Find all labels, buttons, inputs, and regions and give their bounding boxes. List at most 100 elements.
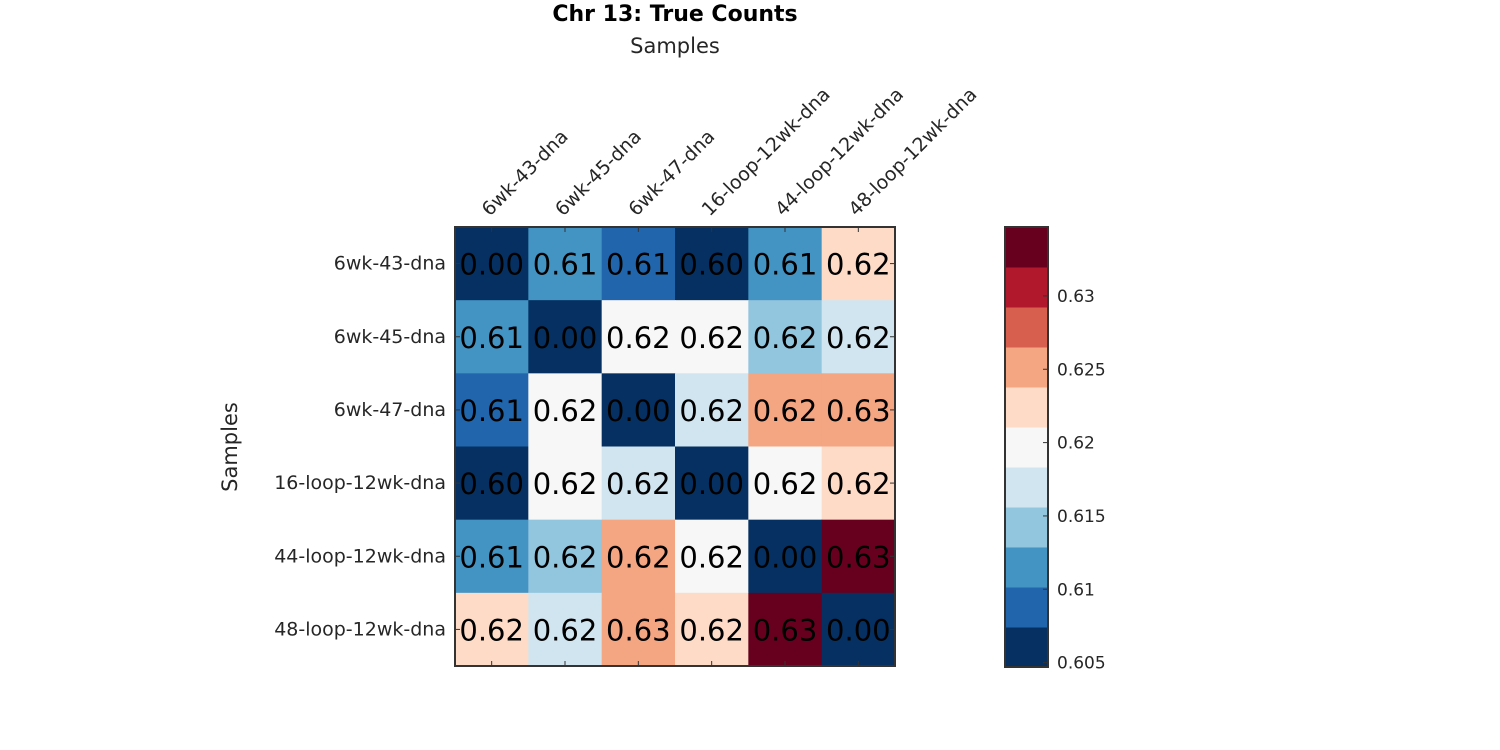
cell-value-label: 0.61 (606, 248, 671, 282)
heatmap-cell (455, 373, 529, 447)
y-tick-label: 6wk-43-dna (334, 253, 446, 275)
heatmap-cell (455, 227, 529, 301)
heatmap-cell (528, 519, 603, 594)
heatmap-cell (821, 592, 896, 667)
cell-value-label: 0.60 (459, 467, 524, 501)
heatmap-cell (455, 519, 529, 594)
cell-value-label: 0.62 (606, 540, 671, 574)
heatmap-cell (601, 373, 676, 447)
cell-value-label: 0.62 (826, 321, 891, 355)
cell-value-label: 0.61 (459, 394, 524, 428)
cell-value-label: 0.62 (753, 321, 818, 355)
y-ticks: 6wk-43-dna 6wk-45-dna 6wk-47-dna 16-loop-12… (274, 253, 895, 640)
cell-value-label: 0.63 (826, 540, 891, 574)
heatmap-cell (748, 592, 823, 667)
colorbar-bin (1005, 267, 1048, 308)
cell-value-label: 0.62 (679, 321, 744, 355)
colorbar-bin (1005, 387, 1048, 428)
heatmap-cell (748, 446, 823, 521)
heatmap-cell (675, 592, 749, 667)
y-tick-label: 6wk-47-dna (334, 399, 446, 421)
x-tick-label: 16-loop-12wk-dna (698, 83, 835, 220)
cell-value-label: 0.00 (459, 248, 524, 282)
cell-value-label: 0.00 (533, 321, 598, 355)
heatmap-cell (675, 519, 749, 594)
heatmap-cell (748, 227, 823, 301)
cell-value-label: 0.62 (753, 394, 818, 428)
heatmap-cell (675, 446, 749, 521)
cell-value-label: 0.62 (606, 321, 671, 355)
colorbar-bin (1005, 587, 1048, 628)
chart-title: Chr 13: True Counts (552, 2, 797, 27)
y-tick-label: 6wk-45-dna (334, 326, 446, 348)
heatmap-cell (675, 373, 749, 447)
cell-value-label: 0.61 (459, 540, 524, 574)
heatmap-cell (821, 227, 896, 301)
heatmap-cell (675, 300, 749, 374)
cell-value-label: 0.62 (533, 540, 598, 574)
colorbar-tick-label: 0.63 (1057, 287, 1095, 307)
heatmap-cell (528, 300, 603, 374)
colorbar-bin (1005, 547, 1048, 588)
cell-value-label: 0.62 (753, 467, 818, 501)
colorbar-bin (1005, 347, 1048, 388)
colorbar-bin (1005, 427, 1048, 468)
cell-value-label: 0.62 (533, 613, 598, 647)
heatmap-cell (601, 300, 676, 374)
heatmap-cell (528, 592, 603, 667)
y-tick-label: 48-loop-12wk-dna (274, 618, 446, 640)
colorbar-bin (1005, 227, 1048, 268)
colorbar-tick-label: 0.62 (1057, 434, 1095, 454)
cell-value-label: 0.62 (606, 467, 671, 501)
heatmap-cell (748, 519, 823, 594)
x-axis-label: Samples (630, 34, 720, 58)
cell-value-label: 0.62 (533, 467, 598, 501)
x-tick-label: 44-loop-12wk-dna (771, 83, 908, 220)
cell-value-label: 0.61 (459, 321, 524, 355)
heatmap-cell (675, 227, 749, 301)
cell-value-label: 0.00 (679, 467, 744, 501)
cell-value-label: 0.62 (459, 613, 524, 647)
colorbar-tick-label: 0.605 (1057, 654, 1106, 674)
cell-value-label: 0.00 (753, 540, 818, 574)
heatmap-frame (454, 226, 896, 667)
x-tick-label: 48-loop-12wk-dna (844, 83, 981, 220)
cell-value-label: 0.61 (533, 248, 598, 282)
colorbar-tick-label: 0.625 (1057, 360, 1106, 380)
colorbar-frame (1004, 226, 1049, 668)
heatmap-cell (821, 373, 896, 447)
heatmap-cell (601, 227, 676, 301)
y-tick-label: 44-loop-12wk-dna (274, 545, 446, 567)
heatmap-cell (748, 373, 823, 447)
cell-value-label: 0.63 (753, 613, 818, 647)
cell-value-label: 0.00 (606, 394, 671, 428)
heatmap-cell (601, 519, 676, 594)
colorbar-tick-label: 0.61 (1057, 580, 1095, 600)
colorbar-bin (1005, 627, 1048, 668)
heatmap-cell (528, 373, 603, 447)
heatmap-cell (821, 446, 896, 521)
heatmap-cell (455, 592, 529, 667)
heatmap-cell (748, 300, 823, 374)
heatmap-cell (528, 446, 603, 521)
heatmap-cell (821, 300, 896, 374)
cell-value-label: 0.60 (679, 248, 744, 282)
cell-value-label: 0.61 (753, 248, 818, 282)
y-tick-label: 16-loop-12wk-dna (274, 472, 446, 494)
colorbar: 0.605 0.61 0.615 0.62 0.625 0.63 (1004, 226, 1106, 674)
cell-value-label: 0.62 (826, 467, 891, 501)
heatmap-cell (821, 519, 896, 594)
cell-value-label: 0.63 (826, 394, 891, 428)
cell-value-label: 0.63 (606, 613, 671, 647)
colorbar-bin (1005, 467, 1048, 508)
heatmap-cell (455, 446, 529, 521)
colorbar-tick-label: 0.615 (1057, 507, 1106, 527)
y-axis-label: Samples (218, 402, 242, 492)
cell-value-label: 0.62 (679, 613, 744, 647)
cell-value-label: 0.00 (826, 613, 891, 647)
colorbar-bin (1005, 307, 1048, 348)
heatmap-cell (528, 227, 603, 301)
cell-value-label: 0.62 (826, 248, 891, 282)
cell-value-label: 0.62 (533, 394, 598, 428)
